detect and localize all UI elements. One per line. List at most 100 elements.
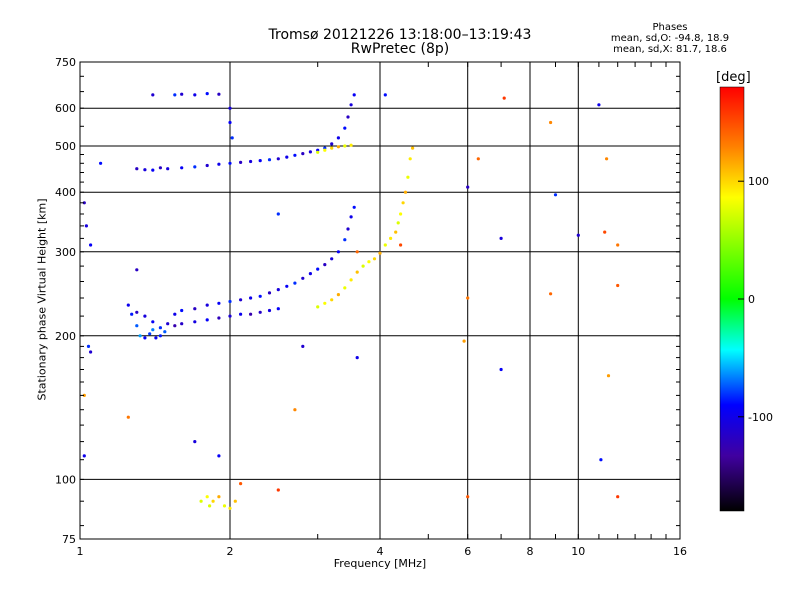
y-tick-label: 400 bbox=[55, 186, 76, 199]
echo-point bbox=[267, 158, 272, 162]
echo-point bbox=[323, 148, 327, 152]
colorbar-tick-label: -100 bbox=[748, 411, 773, 424]
echo-point bbox=[301, 344, 305, 348]
echo-point bbox=[205, 303, 209, 307]
series-group bbox=[126, 303, 167, 340]
echo-point bbox=[466, 495, 470, 499]
echo-point bbox=[597, 103, 601, 107]
echo-point bbox=[308, 272, 312, 276]
echo-point bbox=[343, 286, 347, 290]
echo-point bbox=[606, 374, 611, 378]
echo-point bbox=[553, 193, 558, 197]
echo-point bbox=[166, 322, 170, 326]
echo-point bbox=[82, 393, 86, 397]
echo-point bbox=[135, 324, 139, 328]
echo-point bbox=[394, 230, 398, 234]
echo-point bbox=[239, 298, 243, 302]
echo-point bbox=[193, 93, 197, 97]
echo-point bbox=[349, 103, 353, 107]
echo-point bbox=[180, 166, 184, 170]
x-tick-label: 4 bbox=[377, 545, 384, 558]
echo-point bbox=[616, 283, 620, 288]
series-group bbox=[135, 205, 356, 330]
echo-point bbox=[276, 307, 280, 311]
series-group bbox=[173, 307, 280, 328]
x-tick-label: 8 bbox=[527, 545, 534, 558]
echo-point bbox=[199, 499, 203, 503]
echo-point bbox=[301, 276, 305, 280]
echo-point bbox=[367, 260, 371, 264]
echo-point bbox=[151, 93, 155, 97]
echo-point bbox=[352, 93, 356, 97]
echo-point bbox=[355, 250, 359, 254]
echo-point bbox=[276, 212, 280, 216]
echo-point bbox=[330, 146, 334, 150]
colorbar-tick-label: 0 bbox=[748, 293, 755, 306]
echo-point bbox=[603, 230, 607, 234]
echo-point bbox=[301, 152, 305, 156]
colorbar-label: [deg] bbox=[716, 70, 751, 85]
echo-point bbox=[336, 250, 340, 254]
echo-point bbox=[499, 236, 503, 240]
echo-point bbox=[343, 126, 347, 130]
echo-point bbox=[599, 458, 603, 462]
echo-point bbox=[276, 157, 280, 161]
series-group bbox=[316, 146, 415, 309]
echo-point bbox=[205, 92, 209, 96]
echo-point bbox=[82, 201, 86, 205]
echo-point bbox=[143, 314, 147, 318]
echo-point bbox=[343, 144, 347, 148]
echo-point bbox=[249, 159, 253, 164]
echo-point bbox=[476, 157, 480, 161]
echo-point bbox=[208, 504, 212, 508]
echo-point bbox=[276, 488, 280, 492]
echo-point bbox=[336, 293, 340, 297]
echo-point bbox=[355, 356, 359, 360]
echo-point bbox=[158, 166, 162, 170]
echo-point bbox=[158, 334, 162, 338]
echo-point bbox=[330, 257, 334, 261]
echo-point bbox=[605, 157, 609, 161]
echo-point bbox=[285, 284, 289, 288]
echo-point bbox=[396, 221, 400, 225]
echo-point bbox=[205, 318, 209, 322]
echo-point bbox=[217, 162, 221, 166]
echo-point bbox=[389, 236, 393, 240]
echo-point bbox=[399, 243, 403, 247]
echo-point bbox=[293, 281, 297, 285]
echo-point bbox=[89, 350, 93, 354]
echo-point bbox=[549, 120, 553, 125]
echo-point bbox=[217, 301, 221, 305]
x-tick-label: 1 bbox=[77, 545, 84, 558]
echo-point bbox=[222, 504, 227, 508]
echo-point bbox=[378, 251, 382, 255]
echo-point bbox=[143, 336, 147, 340]
echo-point bbox=[336, 145, 340, 149]
echo-point bbox=[130, 312, 134, 316]
echo-point bbox=[401, 201, 405, 205]
echo-point bbox=[549, 292, 553, 296]
echo-point bbox=[173, 93, 177, 97]
echo-point bbox=[249, 312, 253, 316]
echo-point bbox=[148, 332, 152, 336]
echo-point bbox=[239, 160, 243, 164]
echo-point bbox=[616, 495, 620, 499]
echo-point bbox=[372, 257, 377, 261]
echo-point bbox=[193, 307, 197, 311]
echo-point bbox=[180, 322, 184, 326]
echo-point bbox=[267, 308, 272, 313]
echo-point bbox=[239, 312, 243, 316]
echo-point bbox=[217, 92, 221, 96]
echo-point bbox=[499, 367, 503, 372]
echo-point bbox=[151, 328, 155, 332]
series-group bbox=[82, 93, 603, 462]
x-tick-label: 10 bbox=[571, 545, 585, 558]
echo-point bbox=[361, 264, 365, 268]
x-tick-label: 16 bbox=[673, 545, 687, 558]
echo-point bbox=[406, 175, 410, 179]
echo-point bbox=[323, 263, 327, 267]
echo-point bbox=[285, 155, 289, 159]
y-tick-label: 600 bbox=[55, 102, 76, 115]
phase-stats-x: mean, sd,X: 81.7, 18.6 bbox=[613, 44, 727, 55]
echo-point bbox=[230, 136, 234, 140]
